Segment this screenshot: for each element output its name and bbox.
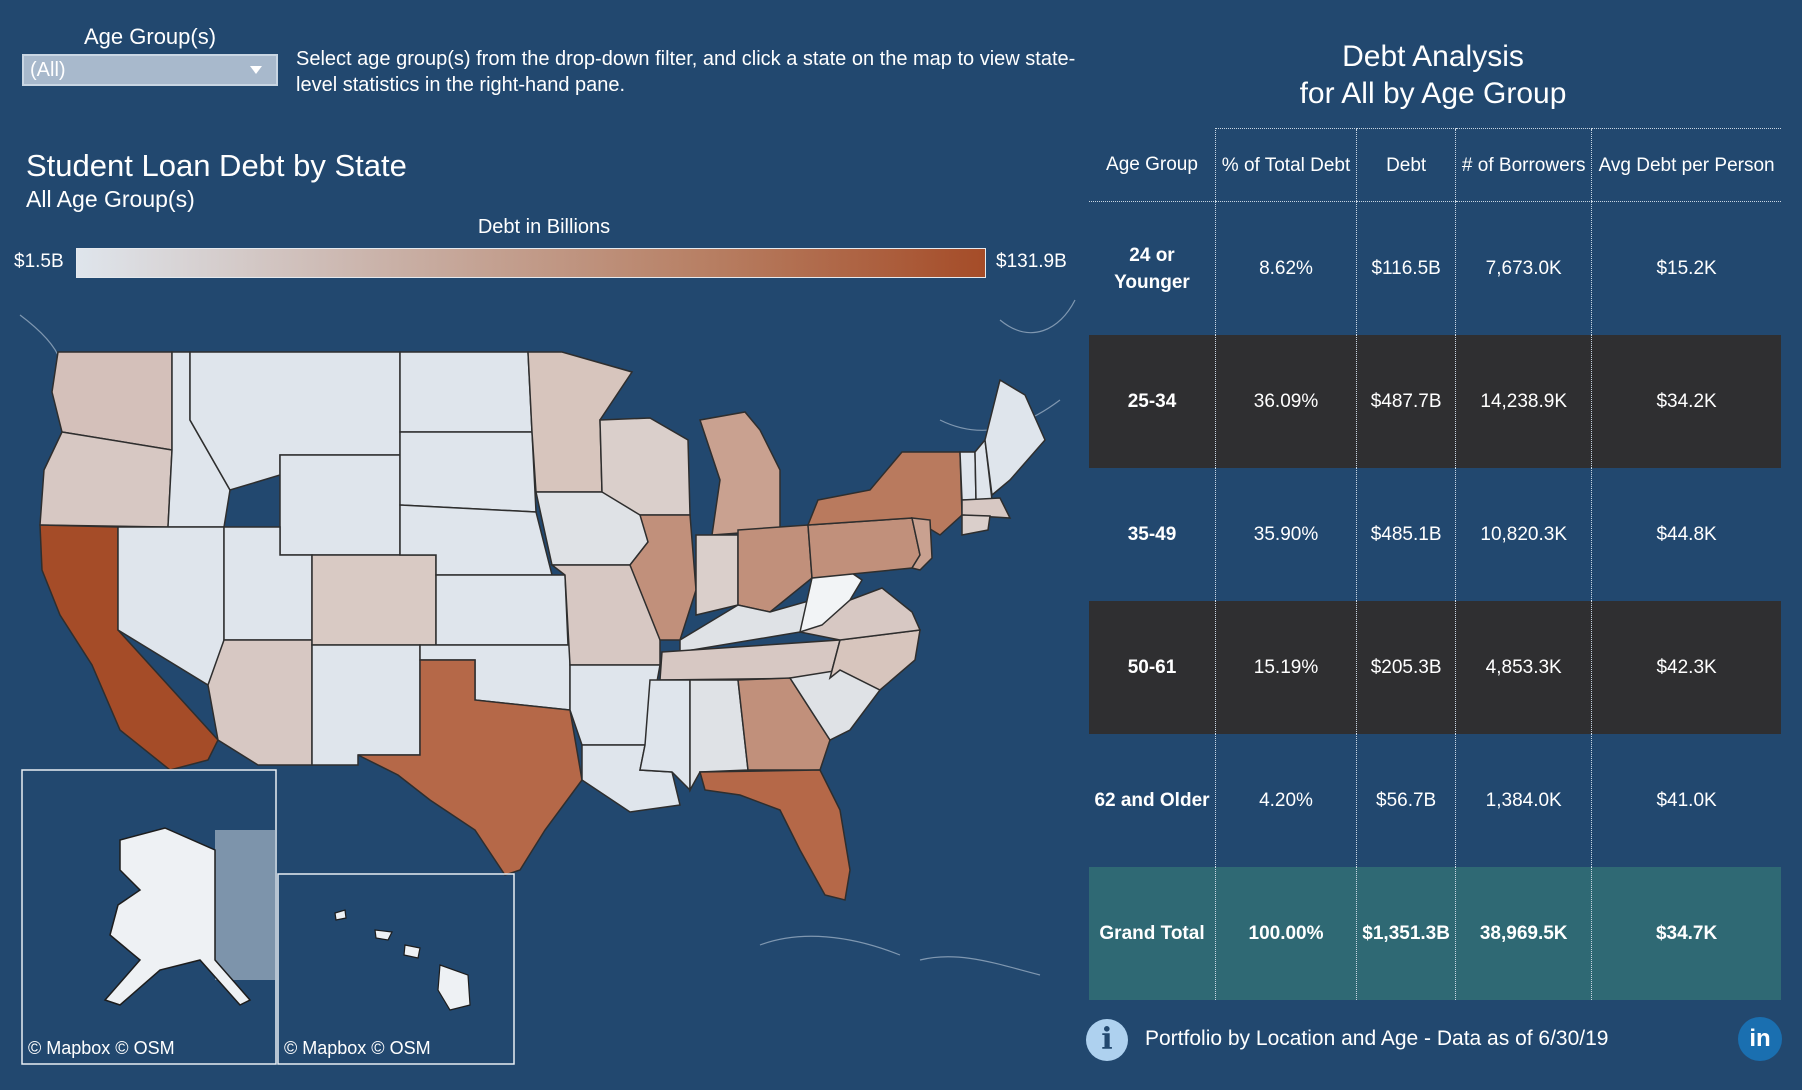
map-title: Student Loan Debt by State — [26, 148, 407, 183]
cell-borrowers: 4,853.3K — [1455, 601, 1592, 734]
state-michigan[interactable] — [699, 411, 781, 536]
color-legend-bar — [76, 248, 986, 278]
header-age-group: Age Group — [1089, 128, 1216, 202]
age-group-dropdown-value: (All) — [30, 59, 66, 81]
state-oregon[interactable] — [39, 431, 173, 528]
debt-analysis-table: Age Group % of Total Debt Debt # of Borr… — [1089, 128, 1781, 1000]
info-icon[interactable]: i — [1086, 1019, 1128, 1061]
cell-pct: 36.09% — [1214, 335, 1357, 468]
state-arizona[interactable] — [207, 639, 313, 766]
cell-debt: $1,351.3B — [1356, 867, 1456, 1000]
cell-avg: $41.0K — [1591, 734, 1781, 867]
footer-text: Portfolio by Location and Age - Data as … — [1145, 1027, 1609, 1050]
cell-avg: $44.8K — [1591, 468, 1781, 601]
table-row[interactable]: 35-49 35.90% $485.1B 10,820.3K $44.8K — [1089, 468, 1781, 601]
state-alaska[interactable] — [103, 827, 252, 1006]
cell-age: 24 or Younger — [1089, 201, 1216, 335]
state-pennsylvania[interactable] — [807, 517, 921, 579]
alaska-inset-yukon — [215, 830, 275, 980]
grand-total-row[interactable]: Grand Total 100.00% $1,351.3B 38,969.5K … — [1089, 867, 1781, 1000]
legend-min-label: $1.5B — [14, 251, 64, 272]
cell-pct: 15.19% — [1214, 601, 1357, 734]
hawaii-inset[interactable] — [277, 873, 515, 1065]
state-indiana[interactable] — [695, 534, 739, 616]
cell-borrowers: 1,384.0K — [1455, 734, 1592, 867]
state-georgia[interactable] — [737, 677, 831, 771]
cell-avg: $42.3K — [1591, 601, 1781, 734]
chevron-down-icon — [250, 66, 262, 74]
cell-borrowers: 38,969.5K — [1455, 867, 1592, 1000]
cell-borrowers: 7,673.0K — [1455, 201, 1592, 335]
state-vermont[interactable] — [959, 451, 977, 501]
legend-title: Debt in Billions — [477, 216, 611, 238]
cell-debt: $56.7B — [1356, 734, 1456, 867]
state-illinois[interactable] — [629, 514, 697, 641]
state-florida[interactable] — [699, 769, 851, 901]
hawaii-credit: © Mapbox © OSM — [284, 1038, 431, 1058]
cell-pct: 100.00% — [1214, 867, 1357, 1000]
cell-pct: 35.90% — [1214, 468, 1357, 601]
alaska-credit: © Mapbox © OSM — [28, 1038, 175, 1058]
cell-avg: $34.7K — [1591, 867, 1781, 1000]
state-kansas[interactable] — [435, 574, 569, 646]
cell-age: 62 and Older — [1089, 734, 1216, 867]
state-massachusetts[interactable] — [961, 497, 1012, 519]
state-connecticut[interactable] — [961, 514, 991, 536]
state-ohio[interactable] — [737, 524, 813, 613]
header-debt: Debt — [1356, 128, 1456, 202]
cell-age: 50-61 — [1089, 601, 1216, 734]
cell-debt: $487.7B — [1356, 335, 1456, 468]
linkedin-icon[interactable]: in — [1738, 1017, 1782, 1061]
cell-borrowers: 14,238.9K — [1455, 335, 1592, 468]
header-borrowers: # of Borrowers — [1455, 128, 1592, 202]
cell-avg: $15.2K — [1591, 201, 1781, 335]
cell-debt: $485.1B — [1356, 468, 1456, 601]
state-north-dakota[interactable] — [399, 351, 533, 433]
cell-pct: 8.62% — [1214, 201, 1357, 335]
table-row[interactable]: 62 and Older 4.20% $56.7B 1,384.0K $41.0… — [1089, 734, 1781, 867]
header-avg-debt: Avg Debt per Person — [1591, 128, 1781, 202]
instructions-text: Select age group(s) from the drop-down f… — [296, 48, 1076, 96]
state-colorado[interactable] — [311, 554, 437, 646]
legend-max-label: $131.9B — [996, 251, 1067, 272]
cell-age: 25-34 — [1089, 335, 1216, 468]
cell-debt: $205.3B — [1356, 601, 1456, 734]
cell-age: 35-49 — [1089, 468, 1216, 601]
state-hawaii[interactable] — [334, 909, 471, 1011]
cell-age: Grand Total — [1089, 867, 1216, 1000]
caribbean-coastline — [759, 935, 1041, 976]
state-new-mexico[interactable] — [311, 644, 421, 766]
map-subtitle: All Age Group(s) — [26, 186, 195, 212]
table-header-row: Age Group % of Total Debt Debt # of Borr… — [1089, 128, 1781, 202]
table-row[interactable]: 50-61 15.19% $205.3B 4,853.3K $42.3K — [1089, 601, 1781, 734]
cell-avg: $34.2K — [1591, 335, 1781, 468]
table-row[interactable]: 25-34 36.09% $487.7B 14,238.9K $34.2K — [1089, 335, 1781, 468]
state-texas[interactable] — [357, 659, 583, 876]
state-south-dakota[interactable] — [399, 431, 537, 513]
filter-label: Age Group(s) — [84, 24, 217, 49]
cell-pct: 4.20% — [1214, 734, 1357, 867]
analysis-title: Debt Analysis for All by Age Group — [1130, 38, 1736, 112]
analysis-title-line2: for All by Age Group — [1299, 77, 1567, 110]
us-map[interactable]: © Mapbox © OSM © Mapbox © OSM — [0, 292, 1088, 1072]
state-wyoming[interactable] — [279, 454, 401, 556]
cell-borrowers: 10,820.3K — [1455, 468, 1592, 601]
analysis-title-line1: Debt Analysis — [1342, 40, 1524, 73]
age-group-dropdown[interactable]: (All) — [22, 54, 278, 86]
alaska-inset[interactable] — [21, 769, 277, 1065]
header-pct-total-debt: % of Total Debt — [1214, 128, 1357, 202]
state-new-jersey[interactable] — [910, 517, 933, 571]
table-row[interactable]: 24 or Younger 8.62% $116.5B 7,673.0K $15… — [1089, 201, 1781, 335]
state-maine[interactable] — [984, 378, 1046, 497]
cell-debt: $116.5B — [1356, 201, 1456, 335]
